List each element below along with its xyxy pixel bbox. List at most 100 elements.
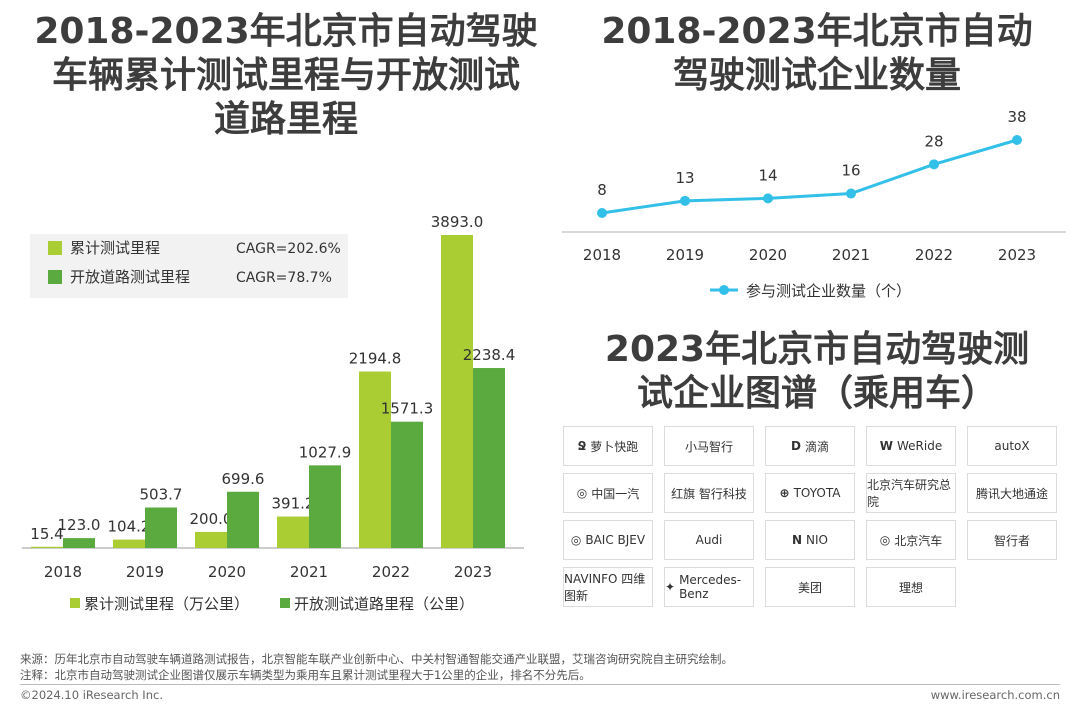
bar-label-2021-series-1: 1027.9 — [299, 443, 352, 461]
logo-cell: ✦ Mercedes-Benz — [664, 567, 754, 607]
right-title-line-2: 驾驶测试企业数量 — [672, 55, 961, 96]
footer-divider — [20, 684, 1060, 685]
bar-label-2023-series-1: 2238.4 — [463, 346, 516, 364]
point-label-2018: 8 — [597, 181, 607, 199]
logo-icon: ◎ — [576, 486, 588, 500]
bar-2022-series-0 — [359, 371, 391, 548]
bar-2018-series-1 — [63, 538, 95, 548]
legend-box-cagr-1: CAGR=78.7% — [236, 270, 332, 286]
logo-label: 智行者 — [993, 533, 1030, 548]
bar-2019-series-1 — [145, 507, 177, 548]
website: www.iresearch.com.cn — [930, 688, 1060, 702]
annotation-note: 注释：北京市自动驾驶测试企业图谱仅展示车辆类型为乘用车且累计测试里程大于1公里的… — [20, 668, 591, 682]
bar-label-2019-series-1: 503.7 — [140, 486, 183, 504]
line-legend-label: 参与测试企业数量（个） — [746, 282, 911, 300]
x-tick-2022: 2022 — [372, 563, 410, 581]
legend-box-label-0: 累计测试里程 — [70, 239, 160, 257]
logo-label: 小马智行 — [684, 439, 733, 454]
logo-label: 红旗 智行科技 — [671, 486, 747, 501]
line-x-tick-2019: 2019 — [666, 246, 704, 264]
x-tick-2023: 2023 — [454, 563, 492, 581]
copyright: ©2024.10 iResearch Inc. — [20, 688, 163, 702]
bar-2021-series-1 — [309, 465, 341, 548]
logo-label: 美团 — [797, 580, 822, 595]
logo-cell: 小马智行 — [664, 426, 754, 466]
logo-cell: NAVINFO 四维图新 — [563, 567, 653, 607]
legend-label-0: 累计测试里程（万公里） — [84, 595, 249, 613]
line-x-tick-2021: 2021 — [832, 246, 870, 264]
logo-cell: W WeRide — [866, 426, 956, 466]
point-2020 — [763, 193, 773, 204]
logo-label: WeRide — [897, 439, 943, 453]
bar-label-2018-series-1: 123.0 — [58, 516, 101, 534]
logo-label: 北京汽车 — [894, 533, 943, 548]
point-label-2021: 16 — [841, 162, 860, 180]
mileage-bar-chart: 累计测试里程 CAGR=202.6%开放道路测试里程 CAGR=78.7%15.41… — [22, 213, 524, 613]
line-x-tick-2023: 2023 — [998, 246, 1036, 264]
logo-cell: Ջ 萝卜快跑 — [563, 426, 653, 466]
source-note: 来源：历年北京市自动驾驶车辆道路测试报告，北京智能车联产业创新中心、中关村智通智… — [20, 652, 733, 666]
map-title-line-2: 试企业图谱（乘用车） — [636, 373, 997, 414]
left-title-line-3: 道路里程 — [213, 99, 358, 140]
logo-cell: D 滴滴 — [765, 426, 855, 466]
logo-label: Audi — [695, 533, 723, 547]
left-title-line-2: 车辆累计测试里程与开放测试 — [51, 55, 520, 96]
logo-icon: ✦ — [665, 580, 676, 594]
point-2023 — [1012, 135, 1022, 145]
point-2019 — [680, 195, 690, 206]
x-tick-2019: 2019 — [126, 563, 164, 581]
logo-cell: 北京汽车研究总院 — [866, 473, 956, 513]
series-line — [601, 138, 1018, 215]
legend-box-swatch-0 — [48, 241, 62, 255]
left-chart-title: 2018-2023年北京市自动驾驶 车辆累计测试里程与开放测试 道路里程 — [10, 10, 562, 142]
logo-icon: D — [791, 439, 801, 453]
logo-label: NIO — [806, 533, 828, 547]
logo-cell: ◎ BAIC BJEV — [563, 520, 653, 560]
logo-label: autoX — [994, 439, 1030, 453]
logo-label: 腾讯大地通途 — [975, 486, 1048, 501]
logo-icon: Ջ — [577, 439, 587, 453]
logo-icon: ◎ — [879, 533, 891, 547]
logo-cell: ⊕ TOYOTA — [765, 473, 855, 513]
line-x-tick-2022: 2022 — [915, 246, 953, 264]
bar-2023-series-1 — [473, 368, 505, 548]
legend-box-swatch-1 — [48, 270, 62, 284]
map-title-line-1: 2023年北京市自动驾驶测 — [604, 329, 1030, 370]
point-label-2020: 14 — [758, 166, 777, 184]
point-label-2023: 38 — [1007, 108, 1026, 126]
right-chart-title: 2018-2023年北京市自动 驾驶测试企业数量 — [572, 10, 1062, 98]
logo-label: Mercedes-Benz — [679, 573, 742, 601]
logo-cell: N NIO — [765, 520, 855, 560]
bar-label-2020-series-1: 699.6 — [222, 470, 265, 488]
point-label-2022: 28 — [924, 132, 943, 150]
bar-2023-series-0 — [441, 235, 473, 548]
legend-box — [30, 234, 348, 298]
logo-icon: W — [879, 439, 894, 453]
logo-cell: ◎ 中国一汽 — [563, 473, 653, 513]
logo-icon: ◎ — [570, 533, 582, 547]
bar-2019-series-0 — [113, 539, 145, 548]
bar-label-2018-series-0: 15.4 — [30, 525, 63, 543]
line-x-tick-2018: 2018 — [583, 246, 621, 264]
legend-swatch-1 — [280, 598, 290, 608]
point-2018 — [597, 208, 607, 218]
line-x-tick-2020: 2020 — [749, 246, 787, 264]
logo-cell: ◎ 北京汽车 — [866, 520, 956, 560]
logo-label: 滴滴 — [804, 439, 829, 454]
left-title-line-1: 2018-2023年北京市自动驾驶 — [34, 11, 538, 52]
logo-cell: 美团 — [765, 567, 855, 607]
line-legend-marker — [719, 285, 729, 295]
point-label-2019: 13 — [675, 169, 694, 187]
bar-2021-series-0 — [277, 516, 309, 548]
logo-icon: N — [791, 533, 803, 547]
bar-2022-series-1 — [391, 421, 423, 548]
legend-label-1: 开放测试道路里程（公里） — [294, 595, 474, 613]
bar-label-2021-series-0: 391.2 — [272, 495, 315, 513]
logo-cell: Audi — [664, 520, 754, 560]
bar-label-2022-series-0: 2194.8 — [349, 350, 402, 368]
bar-label-2020-series-0: 200.0 — [190, 510, 233, 528]
enterprise-map-title: 2023年北京市自动驾驶测 试企业图谱（乘用车） — [572, 328, 1062, 416]
bar-2020-series-0 — [195, 531, 227, 548]
bar-2018-series-0 — [31, 546, 63, 548]
legend-swatch-0 — [70, 598, 80, 608]
